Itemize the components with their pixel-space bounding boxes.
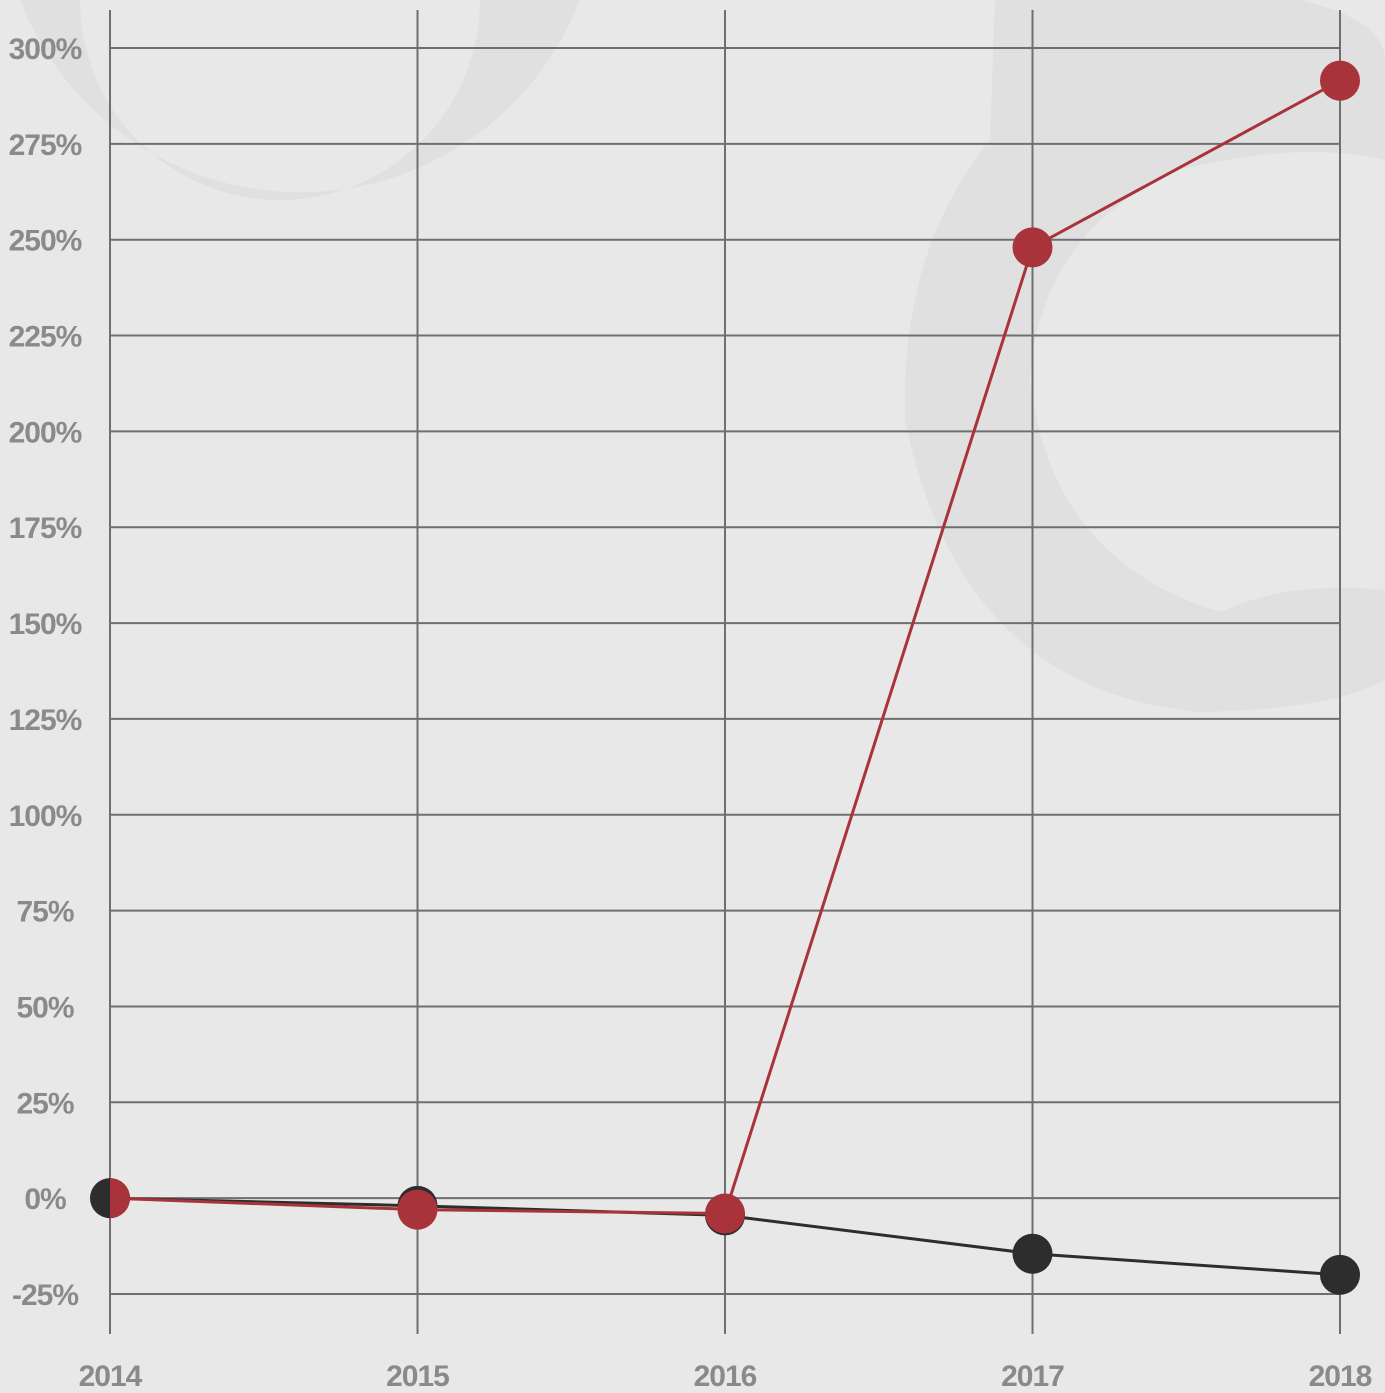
y-axis-ticks: 300% 275% 250% 225% 200% 175% 150% 125% 100% 75% 5… (9, 33, 83, 1312)
watermark-arc-left (20, 0, 580, 200)
y-tick-label: 25% (16, 1087, 73, 1120)
data-point (1012, 227, 1053, 268)
data-point (110, 1178, 130, 1219)
x-tick-label: 2016 (694, 1360, 757, 1393)
y-tick-label: -25% (12, 1279, 78, 1312)
data-point (397, 1189, 438, 1230)
data-point (1012, 1233, 1053, 1274)
x-tick-label: 2015 (386, 1360, 449, 1393)
y-tick-label: 0% (24, 1183, 66, 1216)
x-axis-ticks: 2014 2015 2016 2017 2018 (79, 1360, 1373, 1393)
y-tick-label: 200% (9, 416, 82, 449)
x-tick-label: 2018 (1309, 1360, 1372, 1393)
data-point (1320, 60, 1360, 101)
y-tick-label: 275% (9, 129, 82, 162)
background-watermark (20, 0, 1385, 712)
watermark-cutout-right (1030, 152, 1385, 612)
y-tick-label: 125% (9, 704, 82, 737)
y-tick-label: 100% (9, 800, 82, 833)
y-tick-label: 250% (9, 225, 82, 258)
y-tick-label: 300% (9, 33, 82, 66)
x-tick-label: 2014 (79, 1360, 143, 1393)
gridlines (109, 10, 1341, 1334)
y-tick-label: 75% (16, 896, 73, 929)
y-tick-label: 150% (9, 608, 82, 641)
data-point (705, 1193, 745, 1234)
y-tick-label: 225% (9, 321, 82, 354)
data-point (1320, 1254, 1360, 1295)
series-points (90, 60, 1360, 1295)
x-tick-label: 2017 (1001, 1360, 1064, 1393)
y-tick-label: 50% (16, 991, 73, 1024)
y-tick-label: 175% (9, 512, 82, 545)
